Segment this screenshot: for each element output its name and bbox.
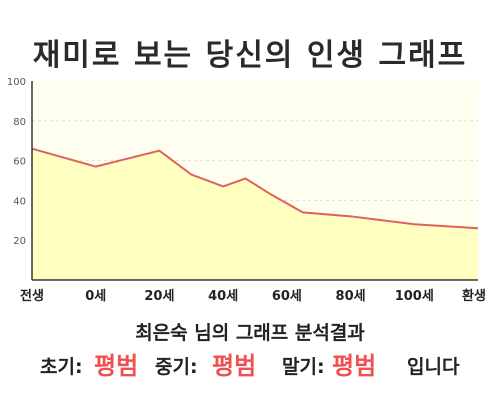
x-tick-label: 100세 xyxy=(395,289,434,304)
analysis-result: 초기: 평범 중기: 평범 말기: 평범 입니다 xyxy=(0,344,500,380)
y-tick-label: 40 xyxy=(13,196,26,207)
late-value: 평범 xyxy=(332,352,377,380)
mid-value: 평범 xyxy=(212,352,257,380)
x-tick-label: 환생 xyxy=(462,288,486,304)
x-tick-label: 전생 xyxy=(20,288,44,304)
result-suffix: 입니다 xyxy=(407,356,460,378)
y-tick-label: 20 xyxy=(13,236,26,247)
mid-label: 중기: xyxy=(155,356,198,378)
analysis-summary: 최은숙 님의 그래프 분석결과 xyxy=(135,322,365,344)
series-area xyxy=(32,148,478,280)
x-tick-label: 60세 xyxy=(272,289,302,304)
late-label: 말기: xyxy=(282,356,325,378)
early-value: 평범 xyxy=(94,352,139,380)
page-title: 재미로 보는 당신의 인생 그래프 xyxy=(32,38,468,73)
x-tick-label: 80세 xyxy=(336,289,366,304)
x-tick-label: 20세 xyxy=(144,289,174,304)
x-tick-label: 0세 xyxy=(85,289,106,304)
series-line xyxy=(31,147,479,230)
y-tick-label: 100 xyxy=(7,77,26,88)
y-tick-label: 80 xyxy=(13,117,26,128)
x-tick-label: 40세 xyxy=(208,289,238,304)
y-tick-label: 60 xyxy=(13,157,26,168)
early-label: 초기: xyxy=(40,356,83,378)
